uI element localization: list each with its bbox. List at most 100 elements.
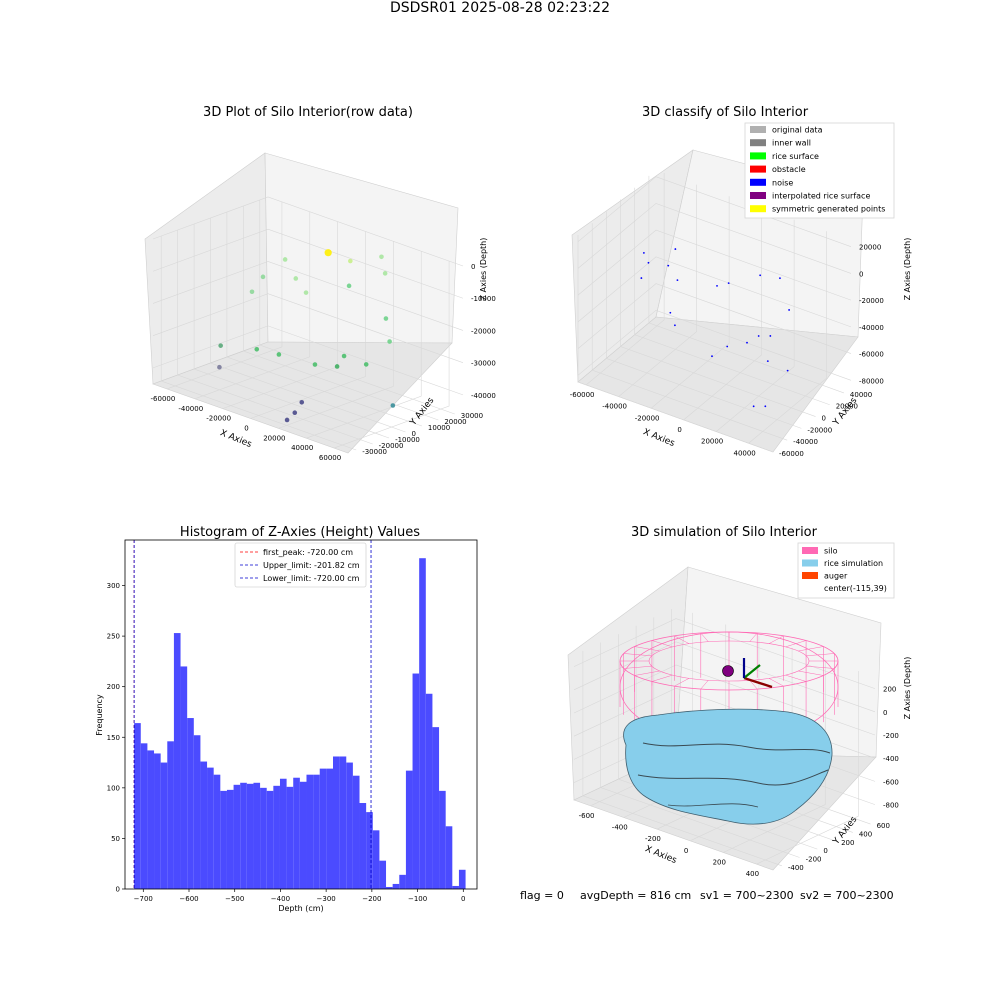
rice-surface-ridge	[667, 803, 759, 808]
noise-point	[711, 355, 713, 358]
x-tick-label: 40000	[291, 444, 313, 452]
noise-point	[669, 311, 672, 314]
noise-point	[640, 277, 643, 279]
histogram-legend: first_peak: -720.00 cm Upper_limit: -201.…	[234, 542, 367, 588]
z-tick-label: 20000	[859, 244, 881, 252]
z-tick-label: 200	[883, 686, 896, 694]
histogram-bar	[167, 741, 174, 889]
y-tick-label: 50	[111, 835, 120, 843]
legend-label: obstacle	[772, 165, 806, 174]
z-tick-label: 0	[859, 270, 863, 278]
rice-surface-body	[623, 708, 833, 825]
histogram-bar	[147, 750, 155, 889]
histogram-bar	[359, 803, 367, 889]
grid-line	[259, 200, 455, 415]
legend-label: center(-115,39)	[824, 584, 887, 593]
y-tick-label: -20000	[379, 442, 404, 450]
grid-line	[210, 218, 406, 433]
histogram-bar	[253, 782, 261, 889]
noise-point	[647, 261, 650, 264]
legend-label: silo	[824, 547, 838, 556]
y-tick-label: 30000	[461, 412, 483, 420]
histogram-bar	[246, 783, 254, 889]
x-tick-label: 0	[244, 425, 248, 433]
histogram-bar	[180, 666, 188, 889]
histogram-bar	[319, 768, 327, 889]
data-point	[341, 353, 347, 359]
grid-line	[577, 203, 852, 274]
rice-surface-ridge	[642, 742, 831, 754]
y-tick-label: 20000	[444, 418, 466, 426]
silo-wire	[798, 670, 824, 676]
data-point	[218, 343, 223, 348]
histogram-bar	[313, 774, 320, 889]
legend-label: rice surface	[772, 152, 819, 161]
histogram-bar	[160, 762, 168, 889]
data-point	[217, 364, 222, 370]
silo-wire	[634, 670, 660, 676]
histogram-title: Histogram of Z-Axies (Height) Values	[180, 525, 420, 540]
legend-swatch	[750, 178, 766, 186]
raw-scatter-z-ticks: 0 -10000 -20000 -30000 -40000	[471, 263, 496, 400]
silo-wire	[651, 674, 673, 682]
x-tick-label: 0	[677, 426, 681, 434]
x-tick-label: -20000	[206, 415, 231, 423]
histogram-bar	[379, 860, 387, 889]
histogram-bar	[386, 886, 393, 889]
grid-line	[152, 228, 464, 299]
z-tick-label: -400	[883, 755, 899, 763]
x-tick-label: −400	[271, 895, 290, 903]
noise-point	[766, 360, 769, 362]
legend-swatch	[750, 152, 766, 160]
y-tick-label: -40000	[793, 438, 818, 446]
z-tick-label: -40000	[471, 392, 496, 400]
grid-line	[715, 219, 795, 432]
y-tick-label: 10000	[428, 424, 450, 432]
histogram-bar	[213, 774, 221, 889]
silo-wire	[700, 632, 709, 642]
silo-wire	[785, 640, 807, 648]
grid-line	[620, 199, 816, 417]
x-tick-label: -600	[579, 812, 595, 820]
y-tick-label: 300	[107, 582, 120, 590]
silo-top-ring-inner	[648, 640, 810, 682]
grid-line	[756, 671, 859, 865]
silo-center-marker	[722, 665, 734, 677]
y-tick-label: 0	[823, 847, 827, 855]
depth-histogram: Histogram of Z-Axies (Height) Values −70…	[95, 525, 478, 913]
histogram-bar	[419, 558, 426, 889]
data-point	[346, 283, 352, 289]
auger	[722, 658, 773, 689]
histogram-bar	[207, 767, 214, 889]
x-tick-label: −500	[225, 895, 244, 903]
raw-scatter-panes	[144, 152, 459, 454]
raw-scatter-zlabel: Z Axies (Depth)	[479, 238, 488, 301]
simulation-z-ticks: 200 0 -200 -400 -600 -800	[883, 686, 899, 810]
silo-wire	[634, 646, 660, 652]
x-tick-label: -200	[645, 835, 661, 843]
data-point	[363, 362, 369, 367]
legend-label: Lower_limit: -720.00 cm	[263, 574, 360, 583]
z-tick-label: -30000	[471, 360, 496, 368]
histogram-bar	[439, 790, 446, 889]
grid-line	[683, 207, 762, 421]
silo-simulation-3d: 3D simulation of Silo Interior -600-400-…	[567, 525, 912, 878]
histogram-bar	[412, 673, 420, 889]
classify-scatter-grid	[577, 172, 852, 453]
histogram-bar	[240, 782, 247, 889]
noise-point	[716, 284, 718, 287]
silo-wire	[806, 665, 835, 669]
silo-top-rim	[619, 631, 839, 691]
x-tick-label: 40000	[733, 449, 755, 457]
legend-swatch	[750, 126, 766, 133]
data-point	[254, 346, 260, 352]
data-point	[284, 417, 290, 423]
grid-line	[152, 325, 464, 396]
histogram-bar	[134, 723, 141, 889]
data-point	[324, 249, 332, 257]
data-point	[282, 257, 288, 262]
classify-scatter-y-ticks: -60000 -40000 -20000 0 20000 40000	[779, 391, 872, 458]
x-tick-label: −700	[134, 895, 153, 903]
histogram-bar	[366, 812, 373, 889]
grid-line	[748, 231, 827, 444]
